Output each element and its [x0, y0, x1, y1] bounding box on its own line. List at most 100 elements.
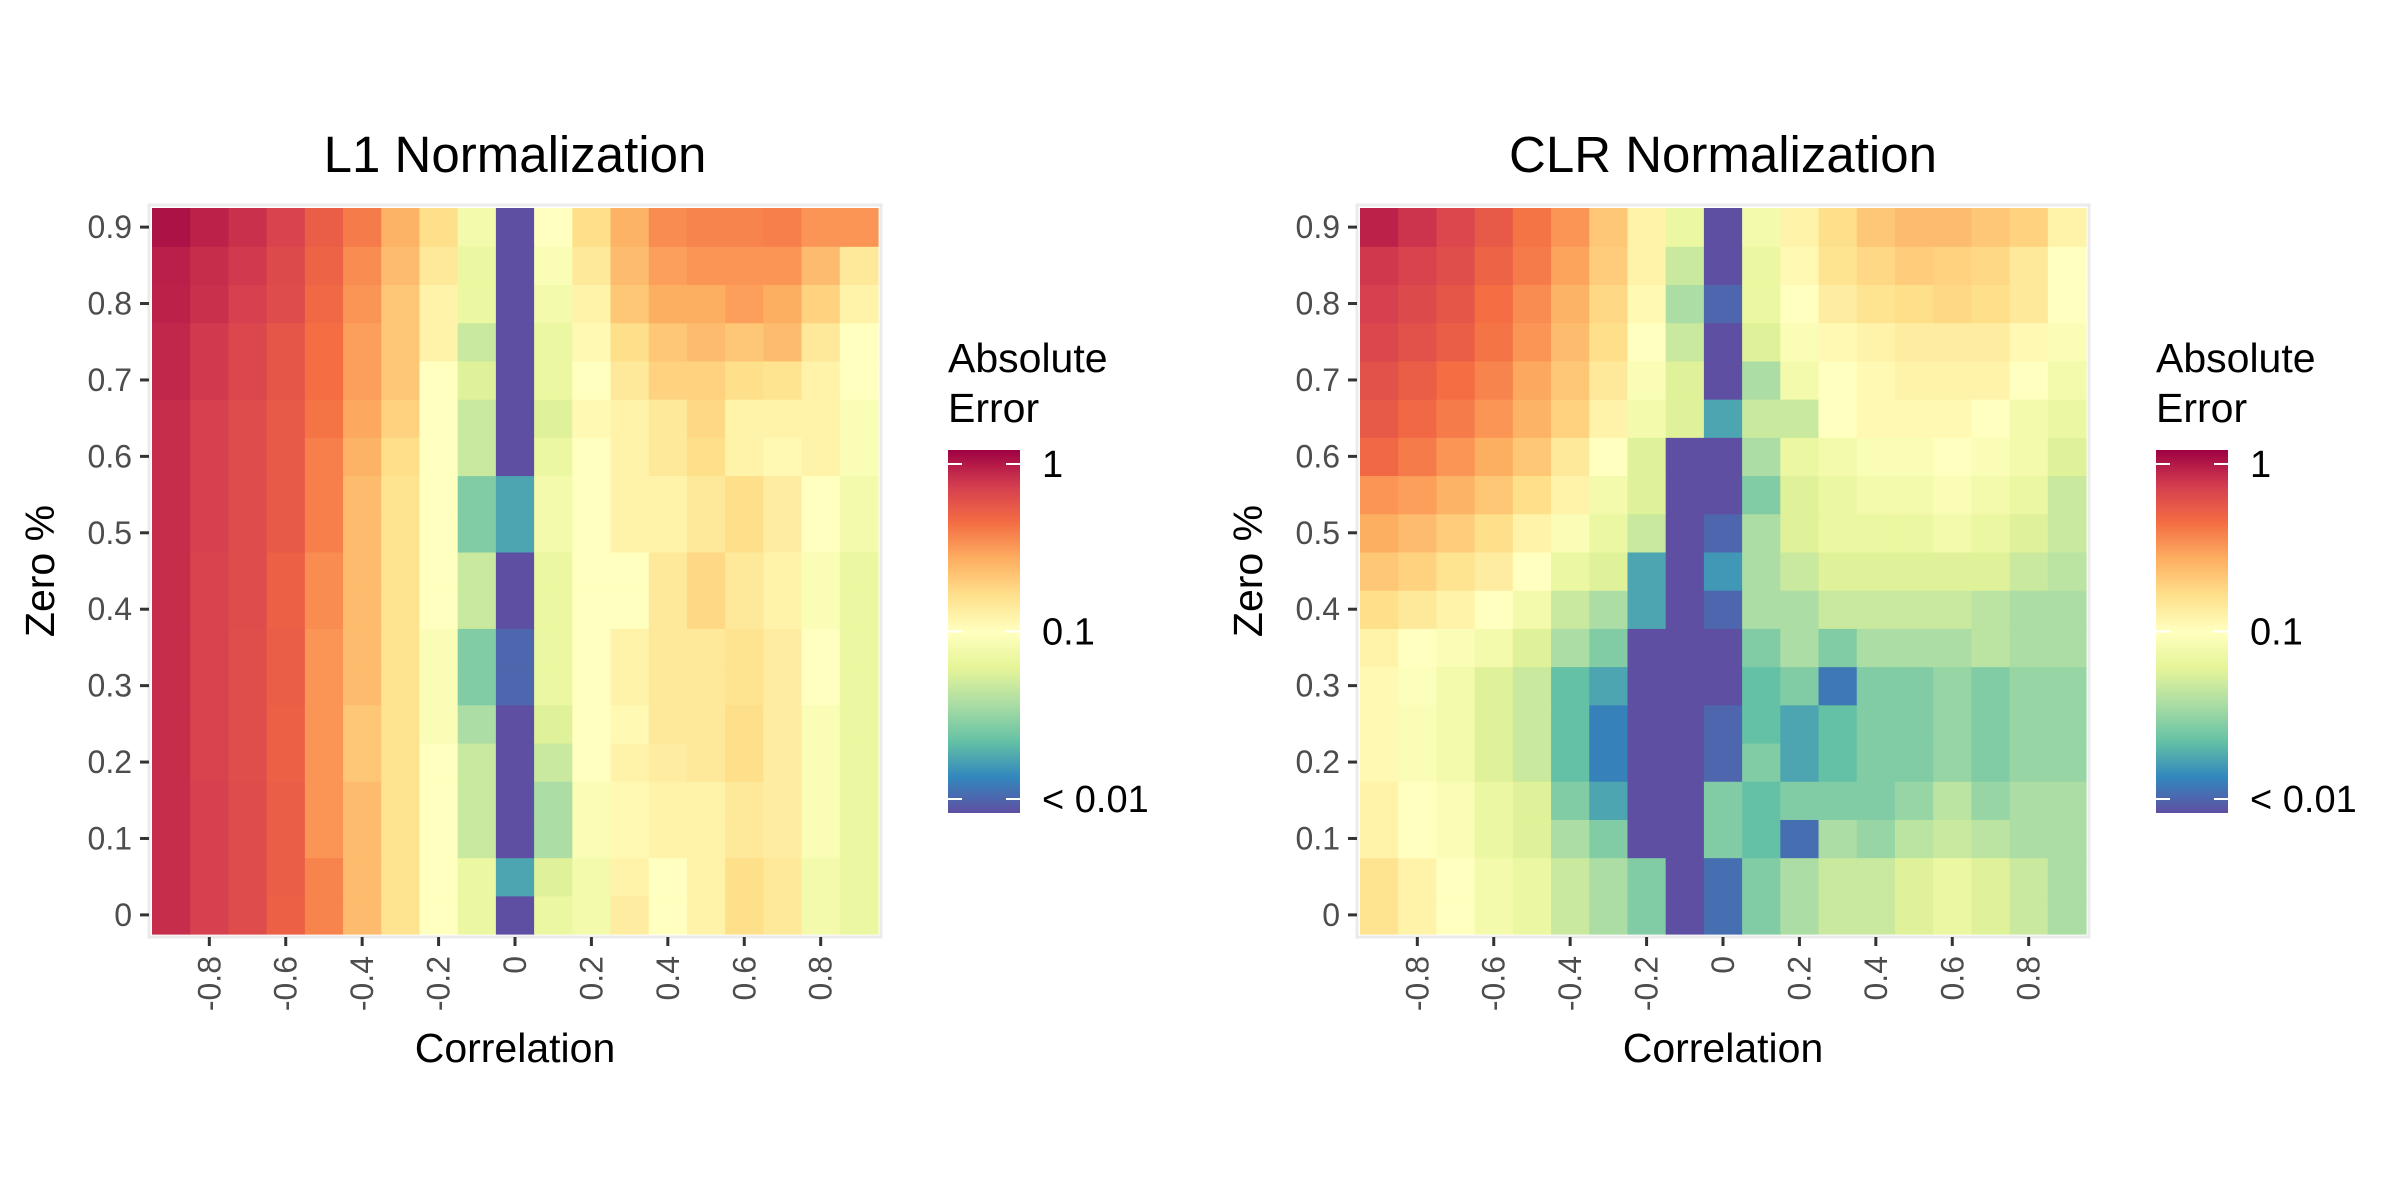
heatmap-cell — [1856, 551, 1896, 591]
heatmap-cell — [1971, 666, 2011, 706]
heatmap-cell — [266, 208, 306, 247]
heatmap-cell — [1665, 895, 1705, 935]
x-tick-label: -0.4 — [344, 956, 380, 1011]
heatmap-cell — [1971, 475, 2011, 515]
legend-title: Absolute — [2156, 335, 2316, 381]
heatmap-cell — [228, 246, 268, 286]
heatmap-cell — [534, 551, 573, 591]
heatmap-cell — [801, 666, 841, 706]
heatmap-cell — [190, 819, 230, 859]
heatmap-cell — [572, 895, 612, 935]
heatmap-cell — [1551, 437, 1590, 477]
heatmap-cell — [343, 895, 382, 935]
heatmap-cell — [1780, 590, 1820, 629]
heatmap-cell — [266, 284, 306, 324]
heatmap-cell — [304, 781, 344, 820]
x-tick-label: -0.2 — [1629, 956, 1665, 1011]
heatmap-cell — [1780, 551, 1820, 591]
heatmap-cell — [419, 590, 459, 629]
heatmap-cell — [1436, 857, 1476, 897]
heatmap-cell — [304, 246, 344, 286]
heatmap-cell — [1780, 399, 1820, 438]
heatmap-cell — [381, 437, 421, 477]
heatmap-cell — [343, 284, 382, 324]
heatmap-cell — [419, 895, 459, 935]
heatmap-cell — [304, 399, 344, 438]
heatmap-cell — [1512, 819, 1552, 859]
heatmap-cell — [2047, 666, 2087, 706]
heatmap-cell — [648, 666, 688, 706]
heatmap-cell — [648, 628, 688, 668]
heatmap-cell — [343, 360, 382, 400]
heatmap-cell — [1474, 284, 1514, 324]
heatmap-cell — [495, 628, 535, 668]
heatmap-cell — [1398, 208, 1438, 247]
heatmap-cell — [266, 590, 306, 629]
heatmap-cell — [1665, 246, 1705, 286]
heatmap-cell — [152, 513, 191, 553]
heatmap-cell — [266, 704, 306, 744]
x-tick-label: 0 — [1705, 956, 1741, 974]
heatmap-cell — [343, 781, 382, 820]
heatmap-cell — [152, 551, 191, 591]
heatmap-cell — [1627, 628, 1667, 668]
heatmap-cell — [381, 590, 421, 629]
heatmap-cell — [457, 781, 497, 820]
y-tick-label: 0.6 — [88, 438, 132, 474]
heatmap-cell — [686, 590, 726, 629]
heatmap-cell — [2009, 246, 2049, 286]
heatmap-cell — [1474, 590, 1514, 629]
heatmap-cell — [343, 857, 382, 897]
heatmap-cell — [1360, 590, 1399, 629]
heatmap-cell — [457, 895, 497, 935]
heatmap-cell — [839, 246, 879, 286]
heatmap-cell — [763, 895, 803, 935]
heatmap-cell — [1665, 437, 1705, 477]
heatmap-cell — [1589, 742, 1629, 782]
heatmap-cell — [572, 246, 612, 286]
heatmap-cell — [1398, 895, 1438, 935]
heatmap-cell — [1742, 742, 1781, 782]
heatmap-cell — [1627, 857, 1667, 897]
heatmap-cell — [457, 590, 497, 629]
heatmap-cell — [1742, 590, 1781, 629]
heatmap-cell — [686, 399, 726, 438]
heatmap-cell — [1360, 322, 1399, 362]
heatmap-cell — [266, 246, 306, 286]
heatmap-cell — [1894, 895, 1934, 935]
heatmap-cell — [495, 895, 535, 935]
heatmap-cell — [1971, 704, 2011, 744]
heatmap-cell — [1933, 208, 1972, 247]
heatmap-cell — [1627, 284, 1667, 324]
heatmap-cell — [381, 513, 421, 553]
y-tick-label: 0.3 — [88, 668, 132, 704]
heatmap-cell — [304, 208, 344, 247]
heatmap-cell — [534, 437, 573, 477]
heatmap-cell — [1933, 895, 1972, 935]
heatmap-cell — [1398, 742, 1438, 782]
heatmap-cell — [1436, 437, 1476, 477]
heatmap-cell — [152, 742, 191, 782]
heatmap-cell — [1818, 551, 1858, 591]
heatmap-cell — [152, 322, 191, 362]
heatmap-cell — [763, 551, 803, 591]
heatmap-cell — [266, 551, 306, 591]
heatmap-cell — [534, 360, 573, 400]
heatmap-cell — [1512, 475, 1552, 515]
heatmap-cell — [610, 437, 650, 477]
heatmap-cell — [419, 819, 459, 859]
heatmap-panel-2: CLR Normalization 0 0.1 0.2 0.3 0.4 0.5 0.6 0.7 0… — [1225, 126, 2357, 1071]
heatmap-cell — [266, 628, 306, 668]
heatmap-cell — [419, 513, 459, 553]
y-tick-label: 0.9 — [88, 209, 132, 245]
heatmap-cell — [1742, 513, 1781, 553]
heatmap-cell — [1894, 781, 1934, 820]
heatmap-cell — [686, 551, 726, 591]
heatmap-cell — [1665, 704, 1705, 744]
heatmap-cell — [152, 781, 191, 820]
y-tick-label: 0.6 — [1296, 438, 1340, 474]
heatmap-cell — [725, 590, 764, 629]
heatmap-cell — [610, 399, 650, 438]
heatmap-cell — [763, 360, 803, 400]
